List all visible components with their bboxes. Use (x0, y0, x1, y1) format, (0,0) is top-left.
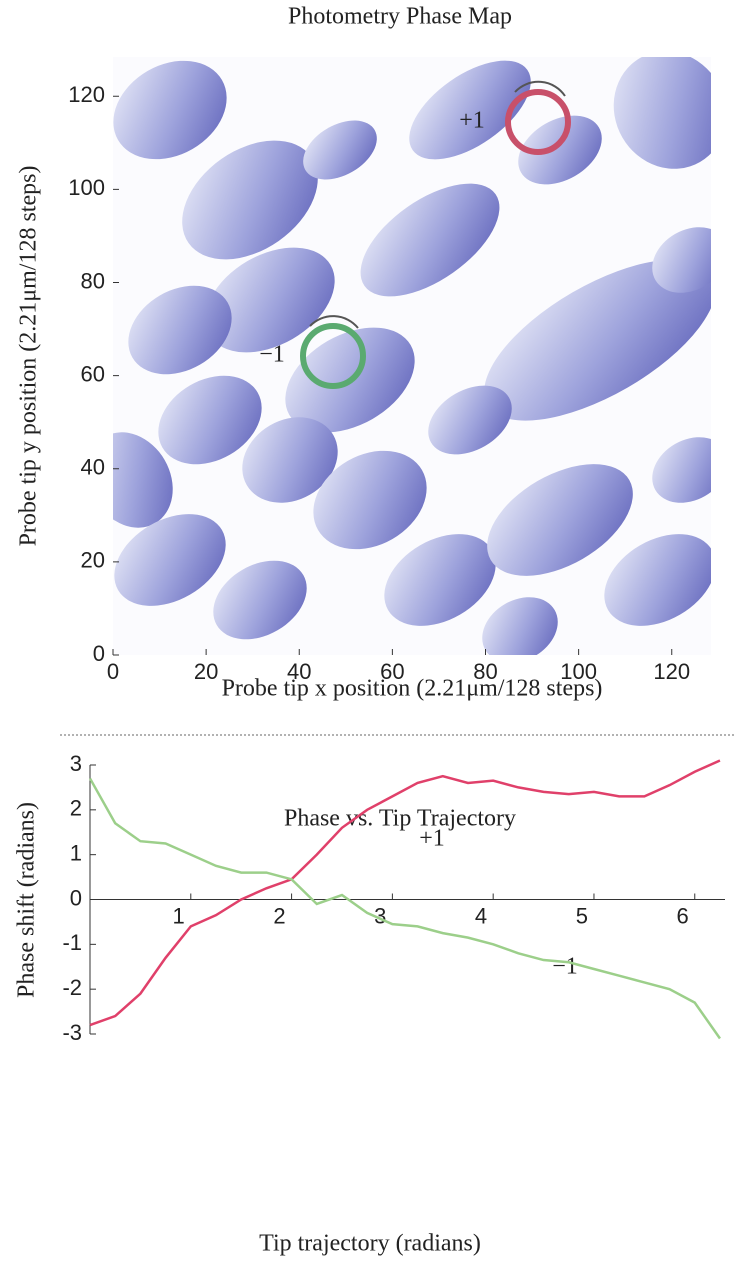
vortex-plus: +1 (459, 80, 571, 155)
y-tick-label: 40 (81, 455, 105, 480)
x-tick-label: 20 (194, 659, 218, 684)
x-tick-label: 60 (380, 659, 404, 684)
x-axis-label: Probe tip x position (2.21μm/128 steps) (222, 676, 603, 702)
series-line (88, 777, 721, 1040)
x-tick-label: 100 (560, 659, 597, 684)
chart-title: Photometry Phase Map (288, 4, 512, 30)
y-tick-label: 3 (70, 751, 82, 776)
phase-map (113, 57, 711, 655)
x-tick-label: 40 (287, 659, 311, 684)
y-axis-label: Phase shift (radians) (14, 802, 40, 998)
x-tick-label: 3 (374, 903, 386, 928)
y-tick-label: -3 (62, 1020, 82, 1045)
phase-blobs (113, 57, 711, 655)
y-tick-label: 60 (81, 361, 105, 386)
y-axis-label: Probe tip y position (2.21μm/128 steps) (16, 166, 42, 547)
x-tick-label: 5 (576, 903, 588, 928)
series-label: −1 (552, 954, 578, 980)
chart-title: Phase vs. Tip Trajectory (284, 806, 516, 832)
y-tick-label: 80 (81, 268, 105, 293)
vortex-label: −1 (259, 342, 285, 368)
vortex-minus: −1 (259, 315, 366, 389)
vortex-label: +1 (459, 108, 485, 134)
x-axis-label: Tip trajectory (radians) (259, 1231, 481, 1257)
x-tick-label: 0 (107, 659, 119, 684)
y-tick-label: 0 (93, 641, 105, 666)
y-tick-label: 100 (68, 175, 105, 200)
y-tick-label: -1 (62, 930, 82, 955)
series-label: +1 (419, 826, 445, 852)
y-tick-label: 2 (70, 796, 82, 821)
x-tick-label: 120 (653, 659, 690, 684)
series-line (89, 759, 721, 1027)
y-tick-label: 120 (68, 82, 105, 107)
x-tick-label: 1 (173, 903, 185, 928)
y-tick-label: -2 (62, 975, 82, 1000)
x-tick-label: 80 (473, 659, 497, 684)
x-tick-label: 6 (677, 903, 689, 928)
y-tick-label: 0 (70, 885, 82, 910)
x-tick-label: 4 (475, 903, 487, 928)
x-tick-label: 2 (273, 903, 285, 928)
y-tick-label: 1 (70, 840, 82, 865)
y-tick-label: 20 (81, 548, 105, 573)
